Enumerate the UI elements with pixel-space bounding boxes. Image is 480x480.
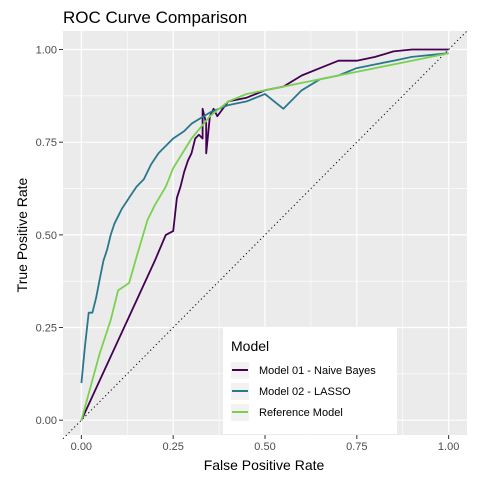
series-line-1 [80, 48, 449, 421]
y-tick-label: 1.00 [36, 45, 57, 57]
series-line-3 [80, 52, 449, 421]
legend-box [223, 328, 397, 434]
chart-title: ROC Curve Comparison [63, 8, 247, 27]
y-axis-label: True Positive Rate [14, 177, 30, 292]
x-tick-label: 1.00 [438, 441, 459, 453]
y-axis-ticks: 0.00 0.25 0.50 0.75 1.00 [36, 45, 63, 427]
y-tick-label: 0.75 [36, 137, 57, 149]
x-tick-label: 0.00 [71, 441, 92, 453]
y-tick-label: 0.50 [36, 230, 57, 242]
x-axis-label: False Positive Rate [204, 457, 325, 473]
x-axis-ticks: 0.00 0.25 0.50 0.75 1.00 [71, 435, 459, 453]
legend-items: Model 01 - Naive Bayes Model 02 - LASSO Re… [231, 362, 376, 421]
y-tick-label: 0.25 [36, 323, 57, 335]
legend-label-2: Model 02 - LASSO [259, 386, 351, 398]
series-group [80, 48, 449, 421]
x-tick-label: 0.25 [162, 441, 183, 453]
legend-label-3: Reference Model [259, 407, 343, 419]
x-tick-label: 0.50 [254, 441, 275, 453]
legend-title: Model [231, 338, 269, 354]
x-tick-label: 0.75 [346, 441, 367, 453]
y-tick-label: 0.00 [36, 415, 57, 427]
legend-label-1: Model 01 - Naive Bayes [259, 365, 376, 377]
legend: Model Model 01 - Naive Bayes Model 02 - L… [223, 328, 397, 434]
